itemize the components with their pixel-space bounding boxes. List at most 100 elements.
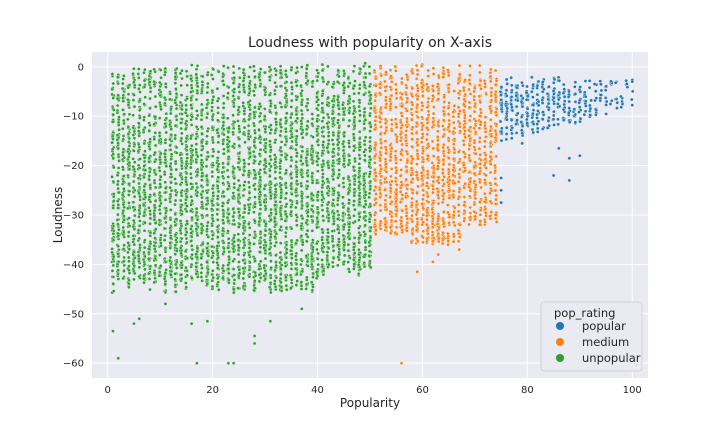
unpopular-point [148,230,153,235]
medium-point [457,124,462,129]
unpopular-point [295,65,299,70]
unpopular-point [257,250,262,254]
medium-point [394,179,398,184]
medium-point [493,168,497,173]
popular-point [610,99,614,103]
unpopular-point [199,117,204,122]
unpopular-point [253,205,257,209]
unpopular-point [122,263,127,268]
popular-point [578,90,583,94]
unpopular-point [284,88,289,93]
medium-point [419,140,424,144]
medium-point [437,75,441,80]
medium-point [384,95,388,99]
medium-point [462,163,466,167]
unpopular-point [278,200,283,204]
unpopular-point [168,241,172,245]
unpopular-point [153,236,157,240]
unpopular-point [148,209,152,213]
unpopular-point [232,90,236,95]
unpopular-point [284,119,289,123]
unpopular-point [252,159,257,164]
medium-point [414,203,419,207]
medium-point [445,203,450,207]
medium-point [446,239,451,243]
unpopular-point [289,68,294,72]
popular-point [515,118,519,122]
unpopular-point [284,72,288,77]
unpopular-point [200,83,205,87]
unpopular-point [231,259,235,263]
medium-point [489,210,494,214]
unpopular-point [246,123,251,128]
medium-point [478,180,482,185]
unpopular-point [210,108,214,113]
unpopular-point [278,228,282,232]
popular-point [504,137,509,142]
unpopular-point [194,116,199,121]
unpopular-point [147,129,152,133]
medium-point [493,128,498,133]
medium-point [421,213,426,217]
unpopular-point [258,178,263,182]
medium-point [390,128,394,133]
unpopular-point [199,184,204,188]
unpopular-point [279,285,284,289]
unpopular-point [231,113,235,118]
unpopular-point [183,121,188,126]
medium-point [373,154,377,158]
medium-point [378,208,383,213]
unpopular-point [148,241,153,246]
popular-point [510,108,515,113]
unpopular-point [257,127,261,132]
medium-point [421,220,425,224]
medium-point [494,213,498,217]
unpopular-point [279,190,284,195]
unpopular-point [178,173,183,178]
unpopular-point [262,187,267,191]
popular-point [500,126,504,131]
unpopular-point [263,240,268,244]
unpopular-point [173,202,177,207]
medium-point [488,155,493,159]
medium-point [456,179,461,184]
medium-point [399,361,404,365]
medium-point [378,132,383,137]
unpopular-point [184,265,188,270]
medium-point [483,85,487,89]
unpopular-point [285,111,289,116]
unpopular-point [253,273,258,278]
unpopular-point [195,193,199,198]
unpopular-point [227,139,232,144]
unpopular-point [194,160,199,165]
medium-point [420,104,425,108]
medium-point [394,225,399,230]
medium-point [479,185,483,190]
medium-point [379,145,384,150]
medium-point [493,216,498,221]
unpopular-point [289,226,294,231]
unpopular-point [264,206,268,211]
unpopular-point [278,206,283,210]
unpopular-point [137,215,141,219]
medium-point [388,158,393,163]
unpopular-point [257,219,262,224]
medium-point [477,140,482,144]
unpopular-point [258,241,263,245]
unpopular-point [185,83,189,87]
popular-point [552,109,556,114]
medium-point [426,100,430,104]
medium-point [414,228,419,233]
medium-point [463,78,467,82]
unpopular-point [162,216,167,221]
popular-point [547,84,551,89]
unpopular-point [111,206,115,210]
unpopular-point [152,243,157,248]
unpopular-point [116,268,120,272]
unpopular-point [116,206,120,210]
unpopular-point [258,78,262,82]
unpopular-point [257,200,262,204]
popular-point [594,113,598,117]
unpopular-point [225,215,230,220]
unpopular-point [205,129,210,133]
